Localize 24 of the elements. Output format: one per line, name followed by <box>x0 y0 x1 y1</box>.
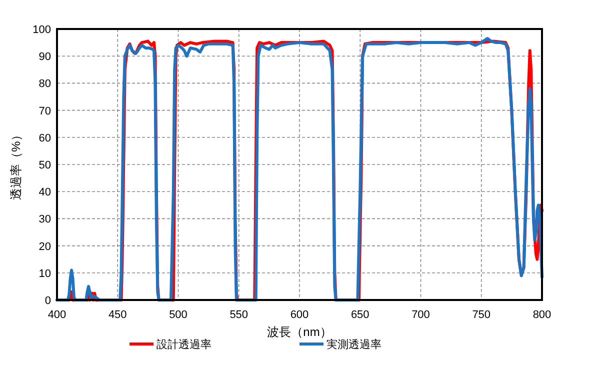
x-tick-label: 800 <box>532 309 552 321</box>
x-tick-label: 700 <box>412 309 430 321</box>
x-tick-label: 500 <box>169 309 188 321</box>
y-tick-label: 100 <box>32 24 51 36</box>
legend-label: 実測透過率 <box>326 338 382 351</box>
y-tick-label: 30 <box>38 214 51 226</box>
y-axis-title: 透過率（%） <box>9 129 23 200</box>
x-tick-label: 650 <box>350 309 370 321</box>
y-tick-label: 10 <box>38 268 51 280</box>
legend-label: 設計透過率 <box>156 338 212 351</box>
x-tick-label: 600 <box>290 309 309 321</box>
x-axis-title: 波長（nm） <box>267 325 332 339</box>
x-tick-label: 750 <box>472 309 491 321</box>
y-tick-label: 50 <box>38 160 51 172</box>
y-tick-label: 20 <box>38 240 51 253</box>
x-tick-label: 550 <box>230 309 248 321</box>
y-tick-label: 0 <box>44 295 51 307</box>
y-tick-label: 90 <box>38 51 51 64</box>
y-tick-label: 40 <box>38 186 51 199</box>
x-tick-label: 400 <box>48 309 66 321</box>
y-tick-label: 60 <box>38 132 51 144</box>
x-tick-label: 450 <box>108 309 127 321</box>
y-tick-label: 70 <box>38 105 51 118</box>
y-tick-label: 80 <box>38 78 51 90</box>
